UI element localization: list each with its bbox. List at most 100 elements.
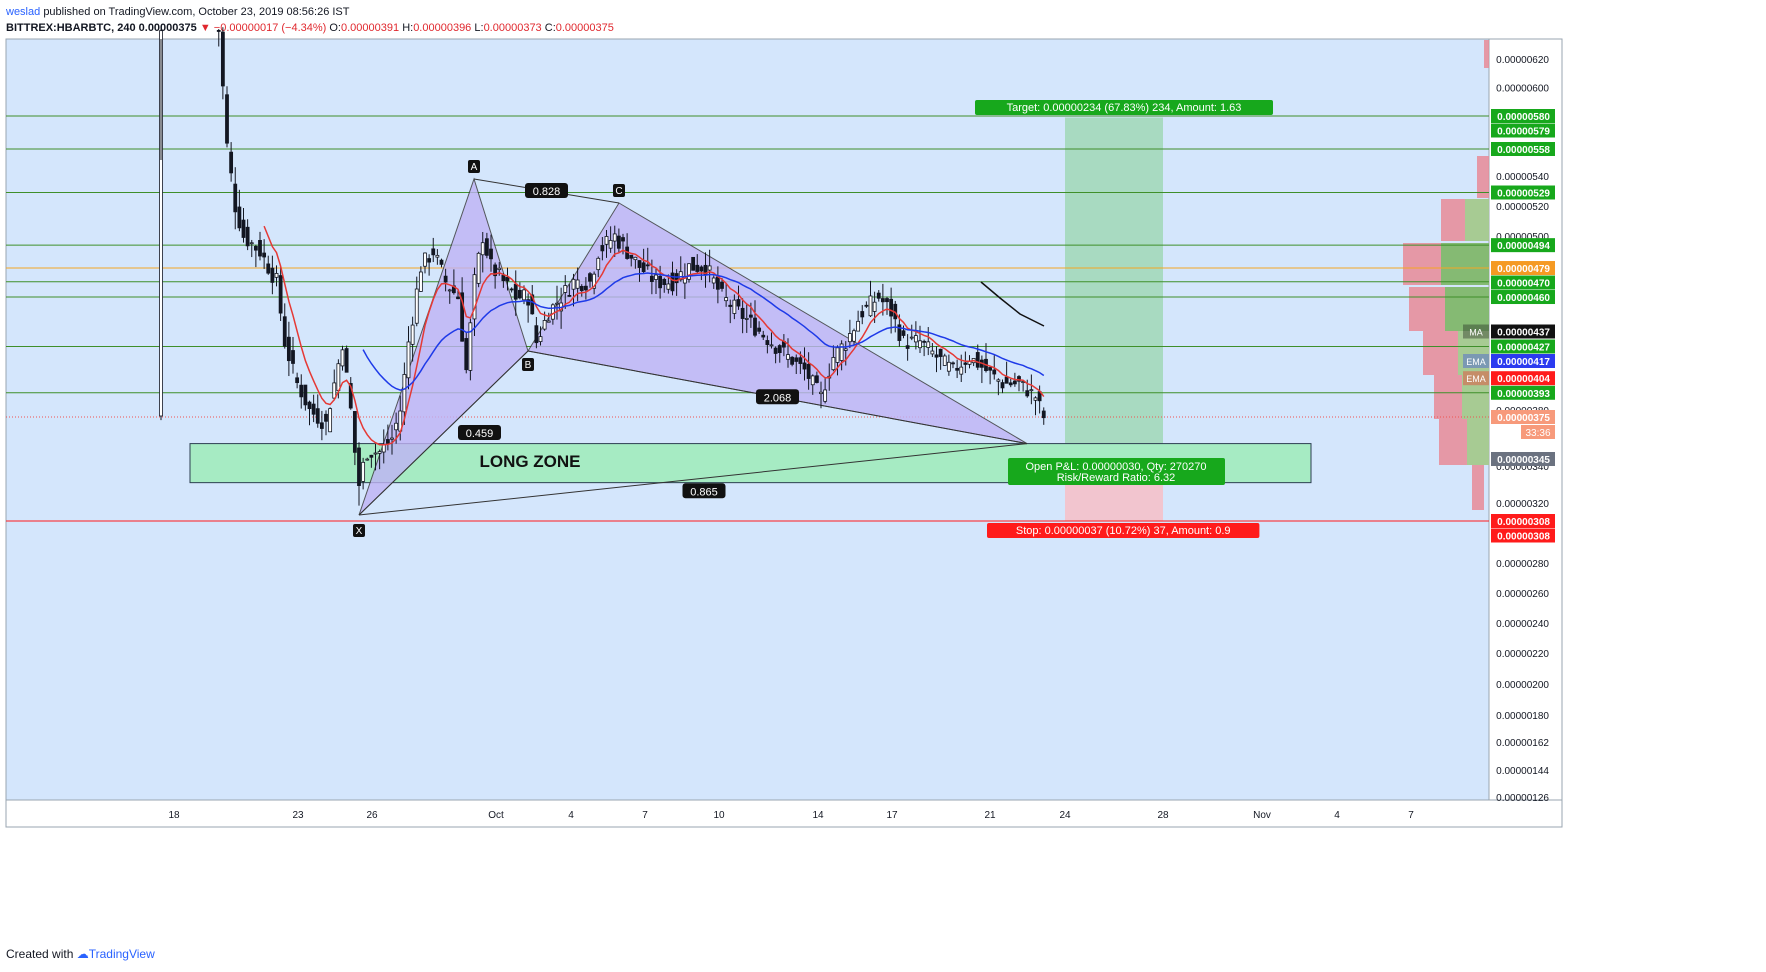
candle-body: [159, 30, 163, 417]
price-scale-label-bg: [1491, 371, 1555, 386]
candle-body: [390, 437, 394, 440]
candle-body: [418, 271, 423, 292]
low-value: 0.00000373: [483, 22, 542, 34]
candle-body: [769, 344, 774, 347]
price-scale-label-text: 0.00000460: [1497, 293, 1550, 304]
candle-body: [658, 275, 663, 289]
candles: [159, 27, 1046, 506]
candle-body: [340, 349, 345, 367]
price-scale-label-text: 0.00000404: [1497, 374, 1550, 385]
candle-body: [365, 458, 370, 461]
candle-body: [761, 334, 766, 338]
pattern-point-label: A: [471, 162, 478, 173]
candle-body: [443, 275, 448, 283]
low-label: L:: [474, 22, 484, 34]
candle-body: [447, 289, 452, 292]
pattern-point-label: C: [615, 186, 622, 197]
candle-body: [336, 363, 341, 392]
candle-body: [880, 298, 885, 303]
time-scale-background: [5, 799, 1563, 828]
candle-body: [740, 307, 745, 319]
price-scale-label: 0.00000437 MA: [1463, 324, 1555, 339]
candle-body: [245, 226, 250, 247]
price-scale-label-text: 0.00000479: [1497, 264, 1550, 275]
price-scale-label-bg: [1491, 238, 1555, 253]
candle-body: [464, 338, 469, 371]
pattern-point-badge: [522, 358, 534, 371]
target-zone: [1065, 117, 1163, 459]
candle-body: [344, 348, 349, 373]
pnl-label-bg: [1008, 458, 1225, 485]
author-link[interactable]: weslad: [6, 6, 41, 18]
candle-body: [501, 275, 506, 282]
candle-body: [555, 302, 559, 305]
tradingview-brand[interactable]: TradingView: [88, 947, 155, 961]
candle-body: [278, 275, 283, 314]
candle-body: [484, 238, 489, 256]
pattern-point-label: X: [356, 526, 363, 537]
volume-profile-bar: [1458, 331, 1489, 375]
y-tick-label: 0.00000200: [1496, 680, 1549, 691]
candle-body: [579, 286, 584, 292]
price-scale-label-bg: [1491, 385, 1555, 400]
candle-body: [777, 345, 782, 353]
candle-body: [901, 330, 906, 336]
price-scale-label-bg: [1491, 142, 1555, 156]
price-scale-label-text: 0.00000375: [1497, 413, 1550, 424]
candle-body: [546, 320, 551, 323]
ratio-label: 0.828: [533, 186, 561, 198]
candle-body: [373, 452, 378, 455]
candle-body: [311, 403, 316, 415]
candle-body: [794, 357, 799, 362]
indicator-tag: MA: [1469, 328, 1483, 338]
candle-body: [649, 275, 654, 282]
price-scale-label: 0.00000558: [1491, 142, 1555, 156]
candle-body: [864, 304, 869, 307]
x-tick-label: 21: [984, 810, 996, 821]
candle-body: [266, 263, 271, 274]
candle-body: [909, 336, 914, 339]
price-scale-label-bg: [1491, 185, 1555, 200]
candle-body: [216, 29, 221, 32]
countdown-label: 33:36: [1525, 428, 1550, 439]
candle-body: [637, 260, 642, 268]
candle-body: [1029, 389, 1034, 392]
candle-body: [938, 348, 943, 357]
candle-body: [897, 324, 902, 341]
y-tick-label: 0.00000500: [1496, 232, 1549, 243]
price-scale-label-text: 0.00000427: [1497, 343, 1550, 354]
candle-body: [806, 363, 811, 379]
x-tick-label: 4: [1334, 810, 1340, 821]
candle-body: [324, 413, 328, 422]
y-tick-label: 0.00000144: [1496, 766, 1549, 777]
target-label-bg: [975, 100, 1273, 115]
candle-body: [720, 281, 724, 289]
y-tick-label: 0.00000320: [1496, 499, 1549, 510]
tradingview-logo-icon[interactable]: ☁: [76, 947, 89, 961]
candle-body: [538, 336, 543, 343]
candle-body: [889, 298, 894, 317]
y-tick-label: 0.00000520: [1496, 202, 1549, 213]
countdown-bg: [1521, 425, 1555, 439]
candle-body: [670, 272, 675, 292]
price-scale-label-bg: [1491, 354, 1555, 368]
price-scale-label-bg: [1491, 123, 1555, 138]
candle-body: [678, 271, 683, 281]
pattern-point-x: X: [353, 524, 365, 537]
candle-body: [641, 262, 646, 273]
price-scale-label-text: 0.00000437: [1497, 328, 1550, 339]
candle-body: [480, 242, 485, 256]
candle-body: [542, 320, 547, 330]
candle-body: [860, 311, 865, 318]
price-scale-label-text: 0.00000308: [1497, 532, 1550, 543]
candle-body: [286, 336, 291, 362]
candle-body: [534, 325, 539, 344]
candle-body: [955, 367, 960, 371]
price-scale-label-bg: [1491, 324, 1555, 339]
open-value: 0.00000391: [341, 22, 400, 34]
candle-body: [1004, 376, 1009, 384]
pattern-point-badge: [353, 524, 365, 537]
candle-body: [460, 292, 465, 342]
